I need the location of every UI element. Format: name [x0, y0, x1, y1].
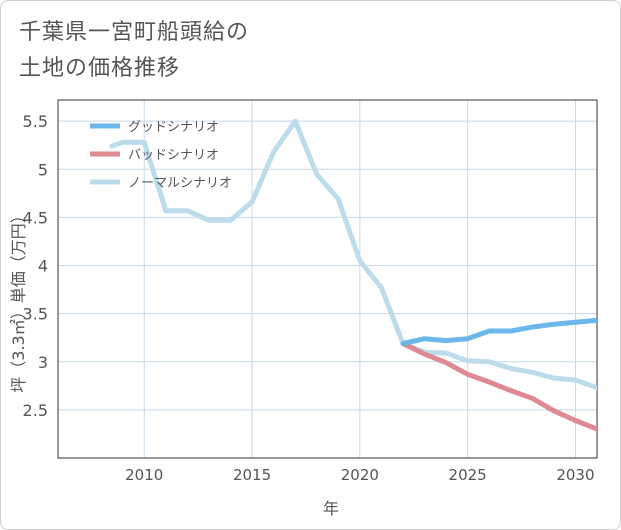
y-tick-label: 3.5 — [23, 305, 48, 324]
y-tick-label: 3 — [38, 353, 48, 372]
y-tick-label: 5 — [38, 160, 48, 179]
legend-label-0: グッドシナリオ — [128, 120, 219, 135]
y-tick-label: 5.5 — [23, 112, 48, 131]
y-tick-label: 4.5 — [23, 208, 48, 227]
x-tick-label: 2010 — [125, 466, 163, 484]
grid-lines — [58, 100, 597, 458]
chart-title: 千葉県一宮町船頭給の 土地の価格推移 — [19, 15, 249, 87]
y-tick-label: 2.5 — [23, 401, 48, 420]
x-tick-label: 2015 — [233, 466, 271, 484]
series-layer — [109, 118, 597, 432]
legend-label-2: ノーマルシナリオ — [128, 176, 232, 191]
x-tick-label: 2020 — [341, 466, 379, 484]
series-line-2 — [109, 118, 597, 391]
series-line-1 — [400, 341, 597, 432]
series-line-0 — [400, 317, 597, 346]
title-line-1: 千葉県一宮町船頭給の — [19, 20, 250, 45]
y-tick-label: 4 — [38, 257, 48, 276]
x-axis-label: 年 — [323, 499, 339, 518]
x-tick-labels: 2010 2015 2020 2025 2030 — [125, 466, 594, 484]
y-tick-labels: 2.5 3 3.5 4 4.5 5 5.5 — [23, 112, 48, 420]
title-line-2: 土地の価格推移 — [19, 56, 181, 81]
y-axis-label: 坪（3.3㎡）単価（万円） — [9, 207, 28, 392]
plot-frame — [57, 99, 598, 459]
x-tick-label: 2025 — [449, 466, 487, 484]
x-tick-label: 2030 — [556, 466, 594, 484]
legend-label-1: バッドシナリオ — [128, 148, 219, 163]
